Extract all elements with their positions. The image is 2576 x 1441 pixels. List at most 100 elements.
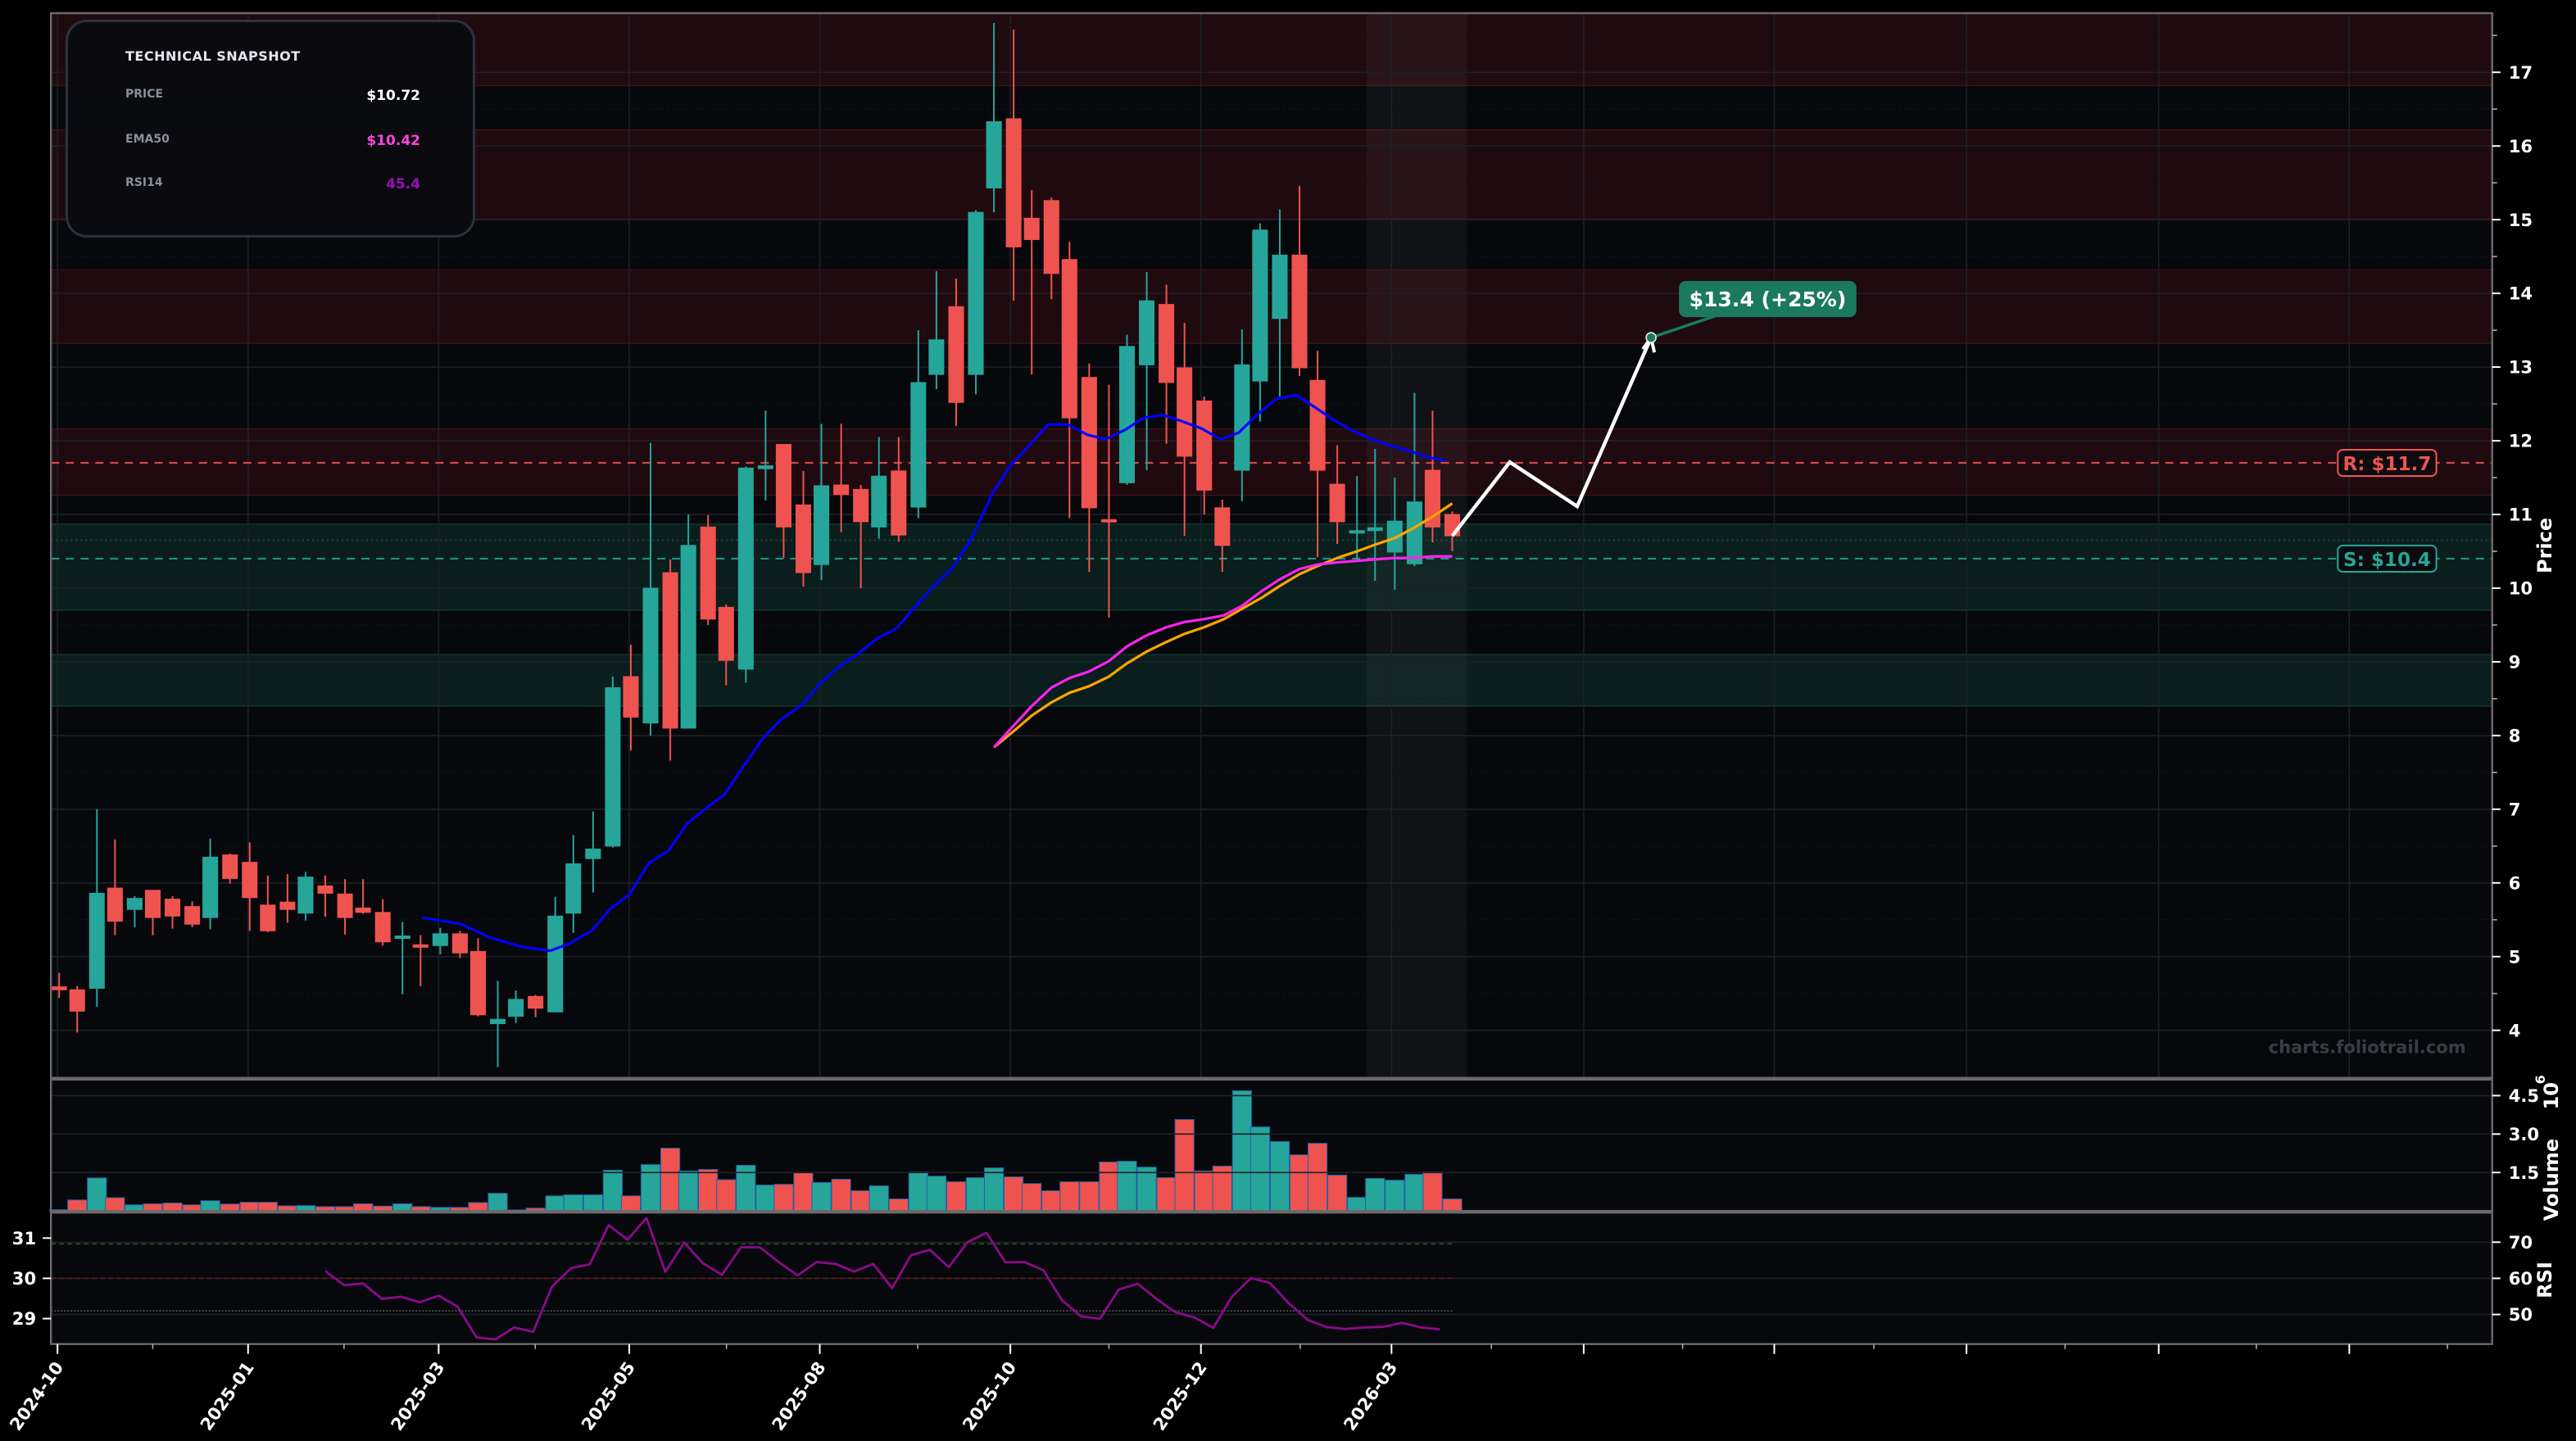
volume-bar <box>67 1199 88 1212</box>
candle-body <box>394 936 410 940</box>
volume-bar <box>1269 1140 1290 1212</box>
support-label: S: $10.4 <box>2343 550 2431 571</box>
candle-body <box>184 906 201 925</box>
volume-bar <box>926 1176 947 1212</box>
candle-body <box>69 989 85 1012</box>
candle-body <box>642 587 659 724</box>
price-tick-label: 10 <box>2509 578 2533 599</box>
volume-bar <box>793 1171 814 1212</box>
candle-body <box>1234 364 1250 471</box>
candle-body <box>757 465 773 469</box>
snapshot-value-price: $10.72 <box>366 88 420 104</box>
volume-bar <box>1059 1181 1080 1212</box>
candle-body <box>337 893 353 918</box>
candle-body <box>1214 507 1231 546</box>
volume-bar <box>1099 1161 1119 1212</box>
volume-bar <box>1231 1090 1252 1212</box>
projection-path <box>1450 337 1653 537</box>
volume-tick-label: 4.5 <box>2509 1085 2539 1106</box>
volume-tick-label: 1.5 <box>2509 1162 2539 1183</box>
volume-bar <box>563 1194 583 1212</box>
panel-frame <box>49 1078 2493 1212</box>
rsi-tick-label: 60 <box>2509 1268 2533 1289</box>
volume-bar <box>811 1181 832 1212</box>
volume-bar <box>983 1167 1005 1212</box>
volume-bar <box>1079 1181 1100 1212</box>
rsi-tick-label: 50 <box>2509 1304 2533 1325</box>
price-tick-label: 6 <box>2509 872 2521 893</box>
volume-bar <box>1365 1177 1386 1212</box>
candle-body <box>469 950 487 1016</box>
snapshot-label-ema50: EMA50 <box>125 133 170 146</box>
volume-bar <box>1422 1171 1443 1212</box>
volume-panel <box>49 1079 2492 1212</box>
volume-bar <box>105 1197 125 1212</box>
candle-body <box>1349 530 1365 534</box>
volume-bar <box>965 1177 986 1212</box>
candle-body <box>126 898 143 910</box>
volume-bar <box>1041 1190 1062 1212</box>
candle-body <box>51 986 67 990</box>
candle-body <box>1061 259 1077 419</box>
candle-body <box>585 848 601 859</box>
candle-body <box>202 856 219 918</box>
candle-body <box>1118 346 1136 483</box>
price-tick-label: 9 <box>2509 652 2521 673</box>
volume-bar <box>1347 1197 1367 1212</box>
volume-bar <box>1136 1167 1157 1212</box>
volume-bar <box>660 1148 681 1212</box>
volume-bar <box>868 1185 889 1212</box>
volume-bar <box>583 1194 603 1212</box>
snapshot-label-rsi14: RSI14 <box>125 176 163 189</box>
support-zone <box>50 523 2493 611</box>
target-label-box <box>1679 280 1857 318</box>
rsi-axis-label: RSI <box>2533 1262 2556 1298</box>
volume-bar <box>1117 1160 1137 1212</box>
volume-multiplier-exponent: 6 <box>2533 1075 2548 1084</box>
volume-bar <box>831 1178 851 1212</box>
candle-body <box>1406 501 1422 564</box>
candle-body <box>1139 300 1155 365</box>
candle-body <box>317 885 333 894</box>
candle-body <box>1100 519 1117 523</box>
candle-body <box>1159 304 1175 383</box>
volume-bar <box>1194 1170 1214 1212</box>
candle-body <box>222 854 238 879</box>
volume-bar <box>1327 1174 1348 1212</box>
candle-body <box>928 339 945 375</box>
rsi-tick-label: 70 <box>2509 1232 2533 1253</box>
rsi-left-tick-label: 31 <box>12 1228 36 1248</box>
candle-body <box>565 863 582 914</box>
volume-bar <box>239 1202 260 1212</box>
watermark: charts.foliotrail.com <box>2269 1037 2466 1058</box>
candle-body <box>948 306 964 403</box>
volume-bar <box>1022 1183 1042 1212</box>
volume-bar <box>678 1170 699 1212</box>
volume-bar <box>773 1184 794 1212</box>
resistance-zone <box>50 269 2493 344</box>
volume-bar <box>1156 1177 1177 1212</box>
price-tick-label: 7 <box>2509 799 2521 819</box>
volume-bar <box>488 1193 508 1212</box>
volume-bar <box>87 1177 107 1212</box>
volume-bar <box>1174 1118 1195 1212</box>
volume-bar <box>1004 1176 1024 1212</box>
candle-body <box>242 862 258 899</box>
candle-body <box>1081 377 1097 509</box>
ema-line <box>422 393 1446 953</box>
price-axis-label: Price <box>2533 518 2556 573</box>
candle-body <box>107 887 123 922</box>
panel-frame <box>49 11 2493 1079</box>
volume-bar <box>620 1195 642 1212</box>
candle-body <box>700 526 716 620</box>
volume-bar <box>545 1195 565 1212</box>
volume-bar <box>1385 1180 1405 1212</box>
volume-multiplier: 10 <box>2540 1082 2563 1109</box>
candle-body <box>1252 229 1268 382</box>
candle-body <box>1177 367 1193 457</box>
rsi-left-tick-label: 30 <box>12 1268 36 1289</box>
candle-body <box>605 687 621 847</box>
candle-body <box>1329 483 1345 523</box>
volume-bar <box>1307 1143 1328 1212</box>
candle-body <box>968 211 984 375</box>
